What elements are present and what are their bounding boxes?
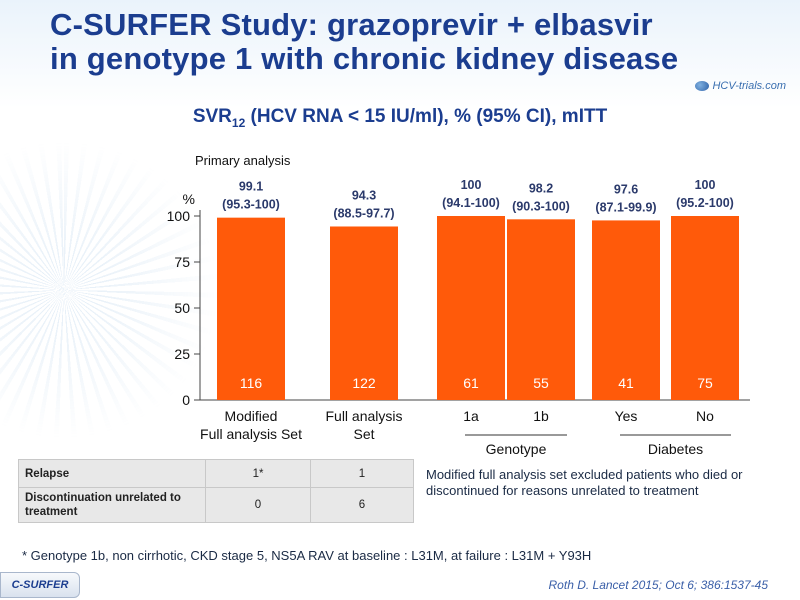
study-badge: C-SURFER (0, 572, 80, 598)
table-row: Relapse 1* 1 (18, 459, 414, 488)
x-tick-label: Yes (615, 408, 638, 424)
x-tick-label: Full analysis Set (200, 426, 302, 442)
bar-n-label: 61 (463, 375, 479, 391)
bar-value-label: 94.3 (352, 188, 376, 202)
bar-value-label: 98.2 (529, 181, 553, 195)
citation: Roth D. Lancet 2015; Oct 6; 386:1537-45 (548, 578, 768, 592)
bar-n-label: 75 (697, 375, 713, 391)
bar-value-label: 100 (461, 178, 482, 192)
x-tick-label: Full analysis (325, 408, 402, 424)
bar-n-label: 116 (240, 375, 263, 391)
bar-ci-label: (88.5-97.7) (333, 206, 394, 220)
table-cell-label: Relapse (18, 459, 206, 488)
table-row: Discontinuation unrelated to treatment 0… (18, 487, 414, 523)
table-cell-value: 1* (205, 459, 311, 488)
logo-text: HCV-trials.com (712, 80, 786, 92)
bar (437, 216, 505, 400)
x-tick-label: Set (353, 426, 374, 442)
subtitle-rest: (HCV RNA < 15 IU/ml), % (95% CI), mITT (245, 106, 608, 127)
subtitle-main: SVR (192, 106, 232, 127)
page-title: C-SURFER Study: grazoprevir + elbasvir i… (50, 8, 770, 76)
bar-ci-label: (95.3-100) (222, 198, 280, 212)
y-axis-label: % (183, 191, 195, 207)
y-tick-label: 50 (174, 300, 190, 316)
analysis-note: Modified full analysis set excluded pati… (426, 467, 743, 498)
group-label: Genotype (486, 441, 547, 457)
subtitle-subscript: 12 (231, 115, 246, 130)
outcome-table: Relapse 1* 1 Discontinuation unrelated t… (18, 459, 414, 523)
chart-subtitle: SVR12 (HCV RNA < 15 IU/ml), % (95% CI), … (0, 106, 800, 130)
title-line-1: C-SURFER Study: grazoprevir + elbasvir (50, 7, 653, 42)
bar-value-label: 97.6 (614, 182, 638, 196)
y-tick-label: 75 (174, 254, 190, 270)
bar (217, 217, 285, 400)
x-tick-label: No (696, 408, 714, 424)
table-cell-label: Discontinuation unrelated to treatment (18, 487, 206, 523)
bar (507, 219, 575, 400)
x-tick-label: 1b (533, 408, 549, 424)
primary-analysis-label: Primary analysis (195, 153, 291, 168)
footnote: * Genotype 1b, non cirrhotic, CKD stage … (22, 548, 592, 563)
table-cell-value: 6 (310, 487, 414, 523)
bar-ci-label: (90.3-100) (512, 199, 570, 213)
x-tick-label: 1a (463, 408, 479, 424)
bar-n-label: 55 (533, 375, 549, 391)
bar (330, 226, 398, 400)
bar-n-label: 41 (618, 375, 634, 391)
y-tick-label: 0 (182, 392, 190, 408)
bar-ci-label: (87.1-99.9) (595, 200, 656, 214)
x-tick-label: Modified (225, 408, 278, 424)
logo-icon (695, 81, 710, 91)
bar-value-label: 99.1 (239, 180, 263, 194)
bar-n-label: 122 (352, 375, 376, 391)
bar-ci-label: (94.1-100) (442, 196, 500, 210)
y-tick-label: 25 (174, 346, 190, 362)
group-label: Diabetes (648, 441, 703, 457)
bar (592, 220, 660, 400)
title-line-2: in genotype 1 with chronic kidney diseas… (50, 41, 679, 76)
hcv-trials-logo: HCV-trials.com (695, 80, 786, 92)
y-tick-label: 100 (167, 208, 191, 224)
bar-ci-label: (95.2-100) (676, 196, 734, 210)
bar (671, 216, 739, 400)
bar-value-label: 100 (695, 178, 716, 192)
table-cell-value: 1 (310, 459, 414, 488)
table-cell-value: 0 (205, 487, 311, 523)
